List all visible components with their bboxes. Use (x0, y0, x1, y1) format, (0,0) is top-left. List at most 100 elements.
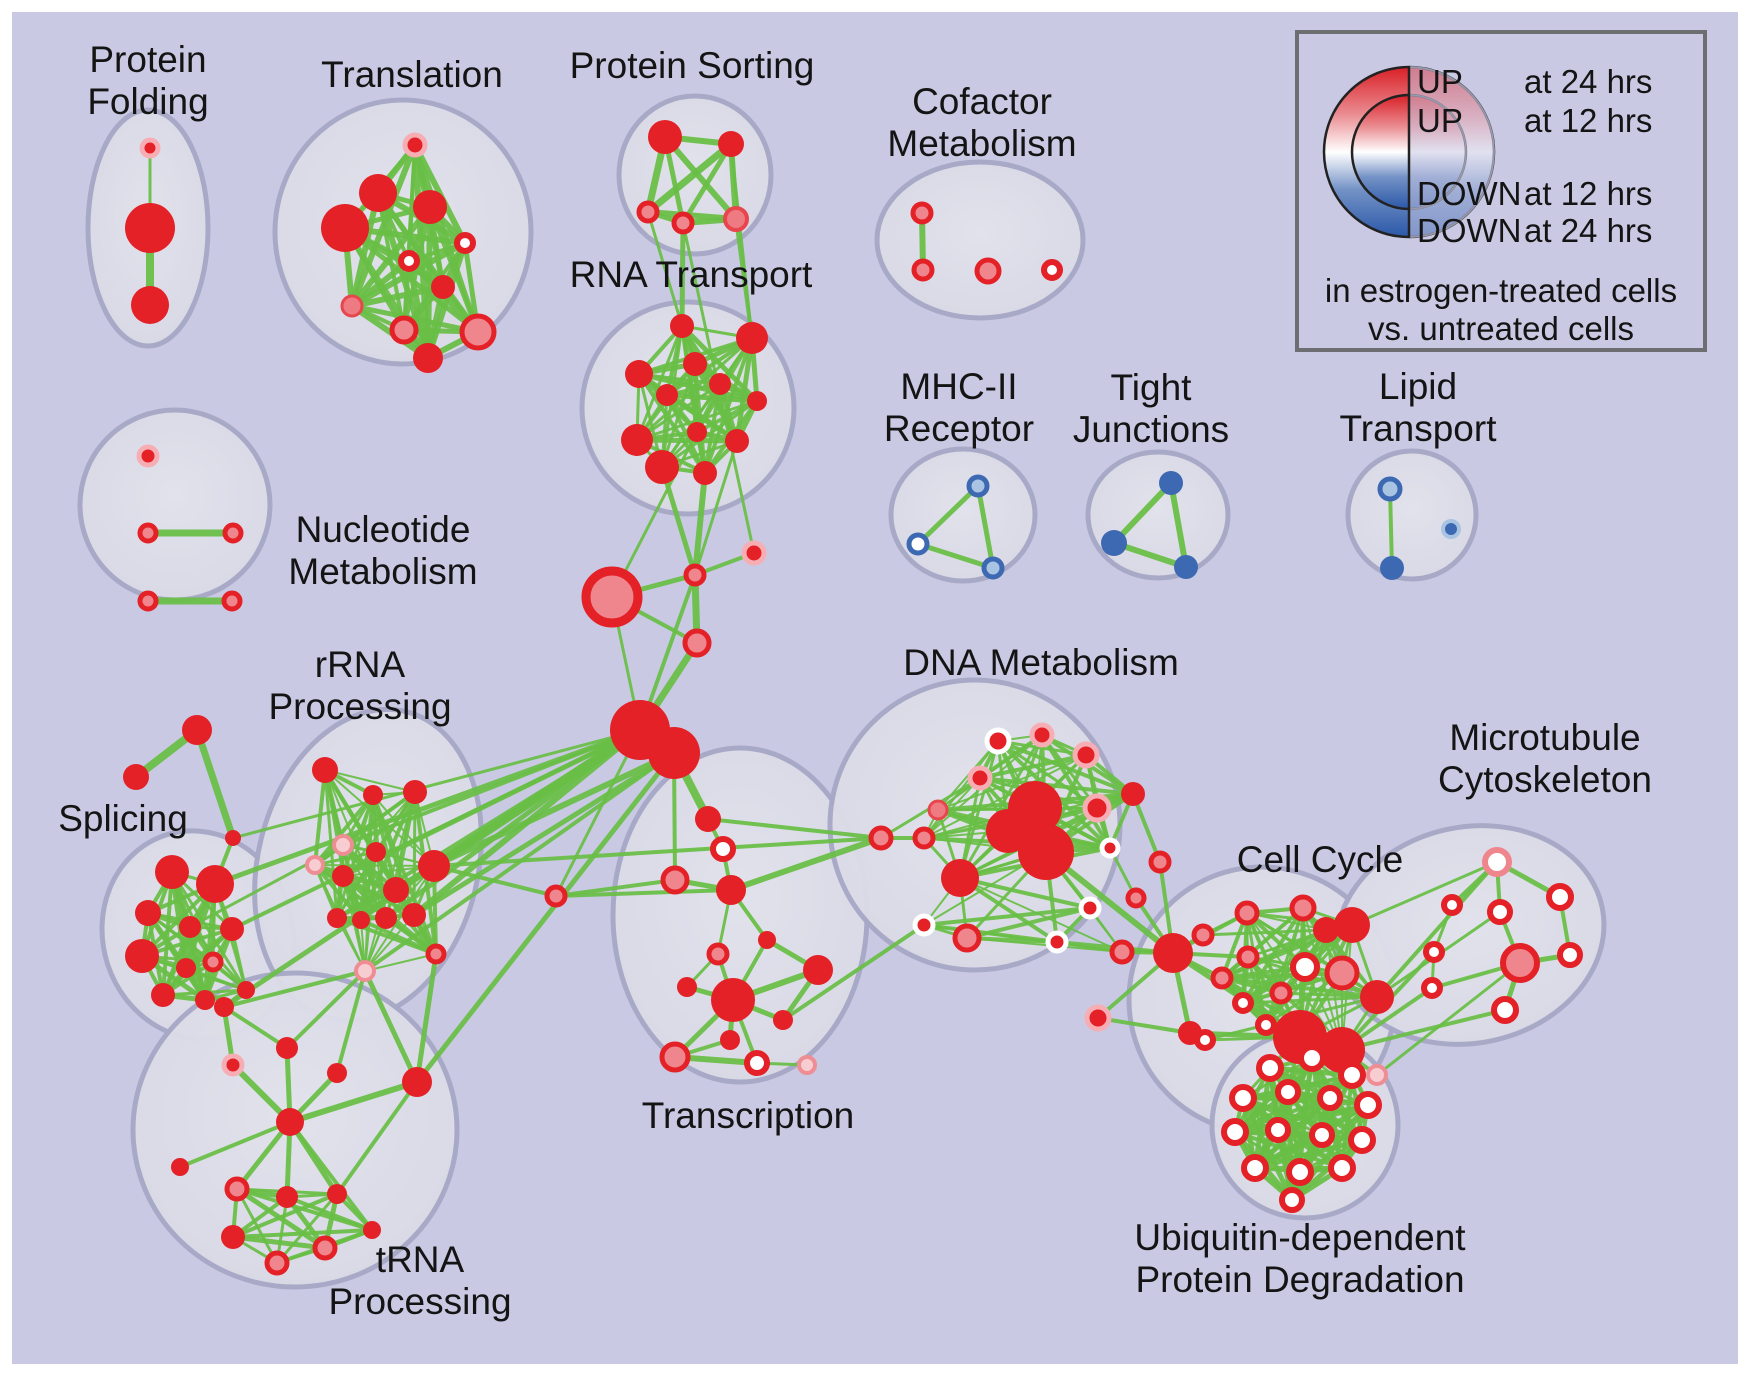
gene-set-node-253[interactable] (1328, 1154, 1356, 1182)
gene-set-node-173[interactable] (544, 884, 568, 908)
gene-set-node-163[interactable] (363, 1221, 381, 1239)
gene-set-node-32[interactable] (636, 200, 660, 224)
gene-set-node-53[interactable] (683, 352, 707, 376)
gene-set-node-119[interactable] (195, 990, 215, 1010)
gene-set-node-101[interactable] (123, 764, 149, 790)
gene-set-node-261[interactable] (1546, 883, 1574, 911)
gene-set-node-225[interactable] (1236, 945, 1260, 969)
gene-set-node-266[interactable] (1557, 942, 1583, 968)
gene-set-node-273[interactable] (1159, 471, 1183, 495)
gene-set-node-248[interactable] (1265, 1117, 1291, 1143)
gene-set-node-196[interactable] (1082, 793, 1112, 823)
gene-set-node-134[interactable] (305, 855, 325, 875)
gene-set-node-178[interactable] (803, 955, 833, 985)
gene-set-node-73[interactable] (137, 590, 159, 612)
gene-set-node-57[interactable] (621, 424, 653, 456)
gene-set-node-1[interactable] (125, 203, 175, 253)
gene-set-node-132[interactable] (403, 780, 427, 804)
gene-set-node-17[interactable] (340, 294, 364, 318)
gene-set-node-141[interactable] (375, 907, 397, 929)
gene-set-node-162[interactable] (264, 1250, 290, 1276)
gene-set-node-260[interactable] (1482, 847, 1512, 877)
gene-set-node-91[interactable] (648, 727, 700, 779)
gene-set-node-221[interactable] (1289, 894, 1317, 922)
gene-set-node-139[interactable] (327, 908, 347, 928)
gene-set-node-112[interactable] (135, 900, 161, 926)
gene-set-node-131[interactable] (363, 785, 383, 805)
gene-set-node-247[interactable] (1221, 1118, 1249, 1146)
gene-set-node-252[interactable] (1286, 1158, 1314, 1186)
gene-set-node-135[interactable] (332, 865, 354, 887)
gene-set-node-158[interactable] (276, 1186, 298, 1208)
gene-set-node-206[interactable] (1045, 930, 1069, 954)
gene-set-node-30[interactable] (648, 120, 682, 154)
gene-set-node-200[interactable] (1018, 824, 1074, 880)
gene-set-node-111[interactable] (196, 865, 234, 903)
gene-set-node-174[interactable] (716, 875, 746, 905)
gene-set-node-152[interactable] (276, 1037, 298, 1059)
gene-set-node-2[interactable] (131, 286, 169, 324)
gene-set-node-265[interactable] (1421, 977, 1443, 999)
gene-set-node-136[interactable] (366, 842, 386, 862)
gene-set-node-72[interactable] (222, 522, 244, 544)
gene-set-node-50[interactable] (670, 314, 694, 338)
gene-set-node-56[interactable] (747, 391, 767, 411)
gene-set-node-83[interactable] (682, 628, 712, 658)
gene-set-node-233[interactable] (1210, 966, 1234, 990)
gene-set-node-201[interactable] (912, 826, 936, 850)
gene-set-node-172[interactable] (660, 865, 690, 895)
gene-set-node-115[interactable] (125, 939, 159, 973)
gene-set-node-11[interactable] (359, 174, 397, 212)
gene-set-node-199[interactable] (986, 809, 1030, 853)
gene-set-node-16[interactable] (431, 275, 455, 299)
gene-set-node-242[interactable] (1338, 1061, 1366, 1089)
gene-set-node-277[interactable] (1380, 556, 1404, 580)
gene-set-node-42[interactable] (974, 257, 1002, 285)
gene-set-node-143[interactable] (425, 943, 447, 965)
gene-set-node-209[interactable] (1078, 896, 1102, 920)
gene-set-node-153[interactable] (327, 1063, 347, 1083)
gene-set-node-208[interactable] (1125, 887, 1147, 909)
gene-set-node-275[interactable] (1174, 555, 1198, 579)
gene-set-node-51[interactable] (736, 322, 768, 354)
gene-set-node-80[interactable] (581, 566, 643, 628)
gene-set-node-244[interactable] (1275, 1079, 1301, 1105)
gene-set-node-116[interactable] (176, 958, 196, 978)
gene-set-node-250[interactable] (1348, 1126, 1376, 1154)
gene-set-node-180[interactable] (773, 1010, 793, 1030)
gene-set-node-118[interactable] (151, 983, 175, 1007)
gene-set-node-52[interactable] (625, 360, 653, 388)
gene-set-node-268[interactable] (1441, 894, 1463, 916)
gene-set-node-203[interactable] (1099, 837, 1121, 859)
gene-set-node-34[interactable] (723, 206, 749, 232)
gene-set-node-220[interactable] (1234, 900, 1260, 926)
gene-set-node-271[interactable] (906, 532, 930, 556)
gene-set-node-130[interactable] (312, 757, 338, 783)
gene-set-node-161[interactable] (312, 1235, 338, 1261)
gene-set-node-232[interactable] (1360, 980, 1394, 1014)
gene-set-node-43[interactable] (1041, 259, 1063, 281)
gene-set-node-160[interactable] (221, 1225, 245, 1249)
gene-set-node-155[interactable] (276, 1108, 304, 1136)
gene-set-node-133[interactable] (332, 834, 354, 856)
gene-set-node-241[interactable] (1298, 1044, 1326, 1072)
gene-set-node-71[interactable] (137, 522, 159, 544)
gene-set-node-222[interactable] (1313, 917, 1339, 943)
gene-set-node-202[interactable] (941, 859, 979, 897)
gene-set-node-59[interactable] (725, 429, 749, 453)
gene-set-node-229[interactable] (1255, 1014, 1277, 1036)
gene-set-node-151[interactable] (221, 1053, 245, 1077)
gene-set-node-267[interactable] (1491, 996, 1519, 1024)
gene-set-node-235[interactable] (1194, 1029, 1216, 1051)
gene-set-node-243[interactable] (1229, 1084, 1257, 1112)
gene-set-node-70[interactable] (136, 444, 160, 468)
gene-set-node-159[interactable] (327, 1184, 347, 1204)
gene-set-node-0[interactable] (139, 137, 161, 159)
gene-set-node-182[interactable] (659, 1041, 691, 1073)
gene-set-node-205[interactable] (952, 923, 982, 953)
gene-set-node-204[interactable] (912, 913, 936, 937)
gene-set-node-263[interactable] (1500, 943, 1540, 983)
gene-set-node-55[interactable] (656, 384, 678, 406)
gene-set-node-137[interactable] (383, 877, 409, 903)
gene-set-node-157[interactable] (224, 1176, 250, 1202)
